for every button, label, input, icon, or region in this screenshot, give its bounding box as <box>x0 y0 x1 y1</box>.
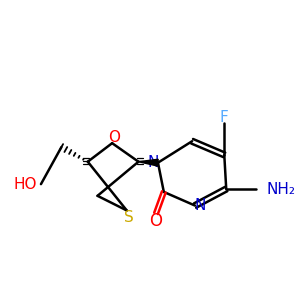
Text: O: O <box>108 130 120 145</box>
Polygon shape <box>139 159 158 166</box>
Text: S: S <box>124 210 134 225</box>
Text: F: F <box>220 110 229 125</box>
Text: HO: HO <box>14 177 37 192</box>
Text: N: N <box>147 155 159 170</box>
Text: O: O <box>149 212 163 230</box>
Text: NH₂: NH₂ <box>266 182 295 196</box>
Text: N: N <box>194 198 206 213</box>
